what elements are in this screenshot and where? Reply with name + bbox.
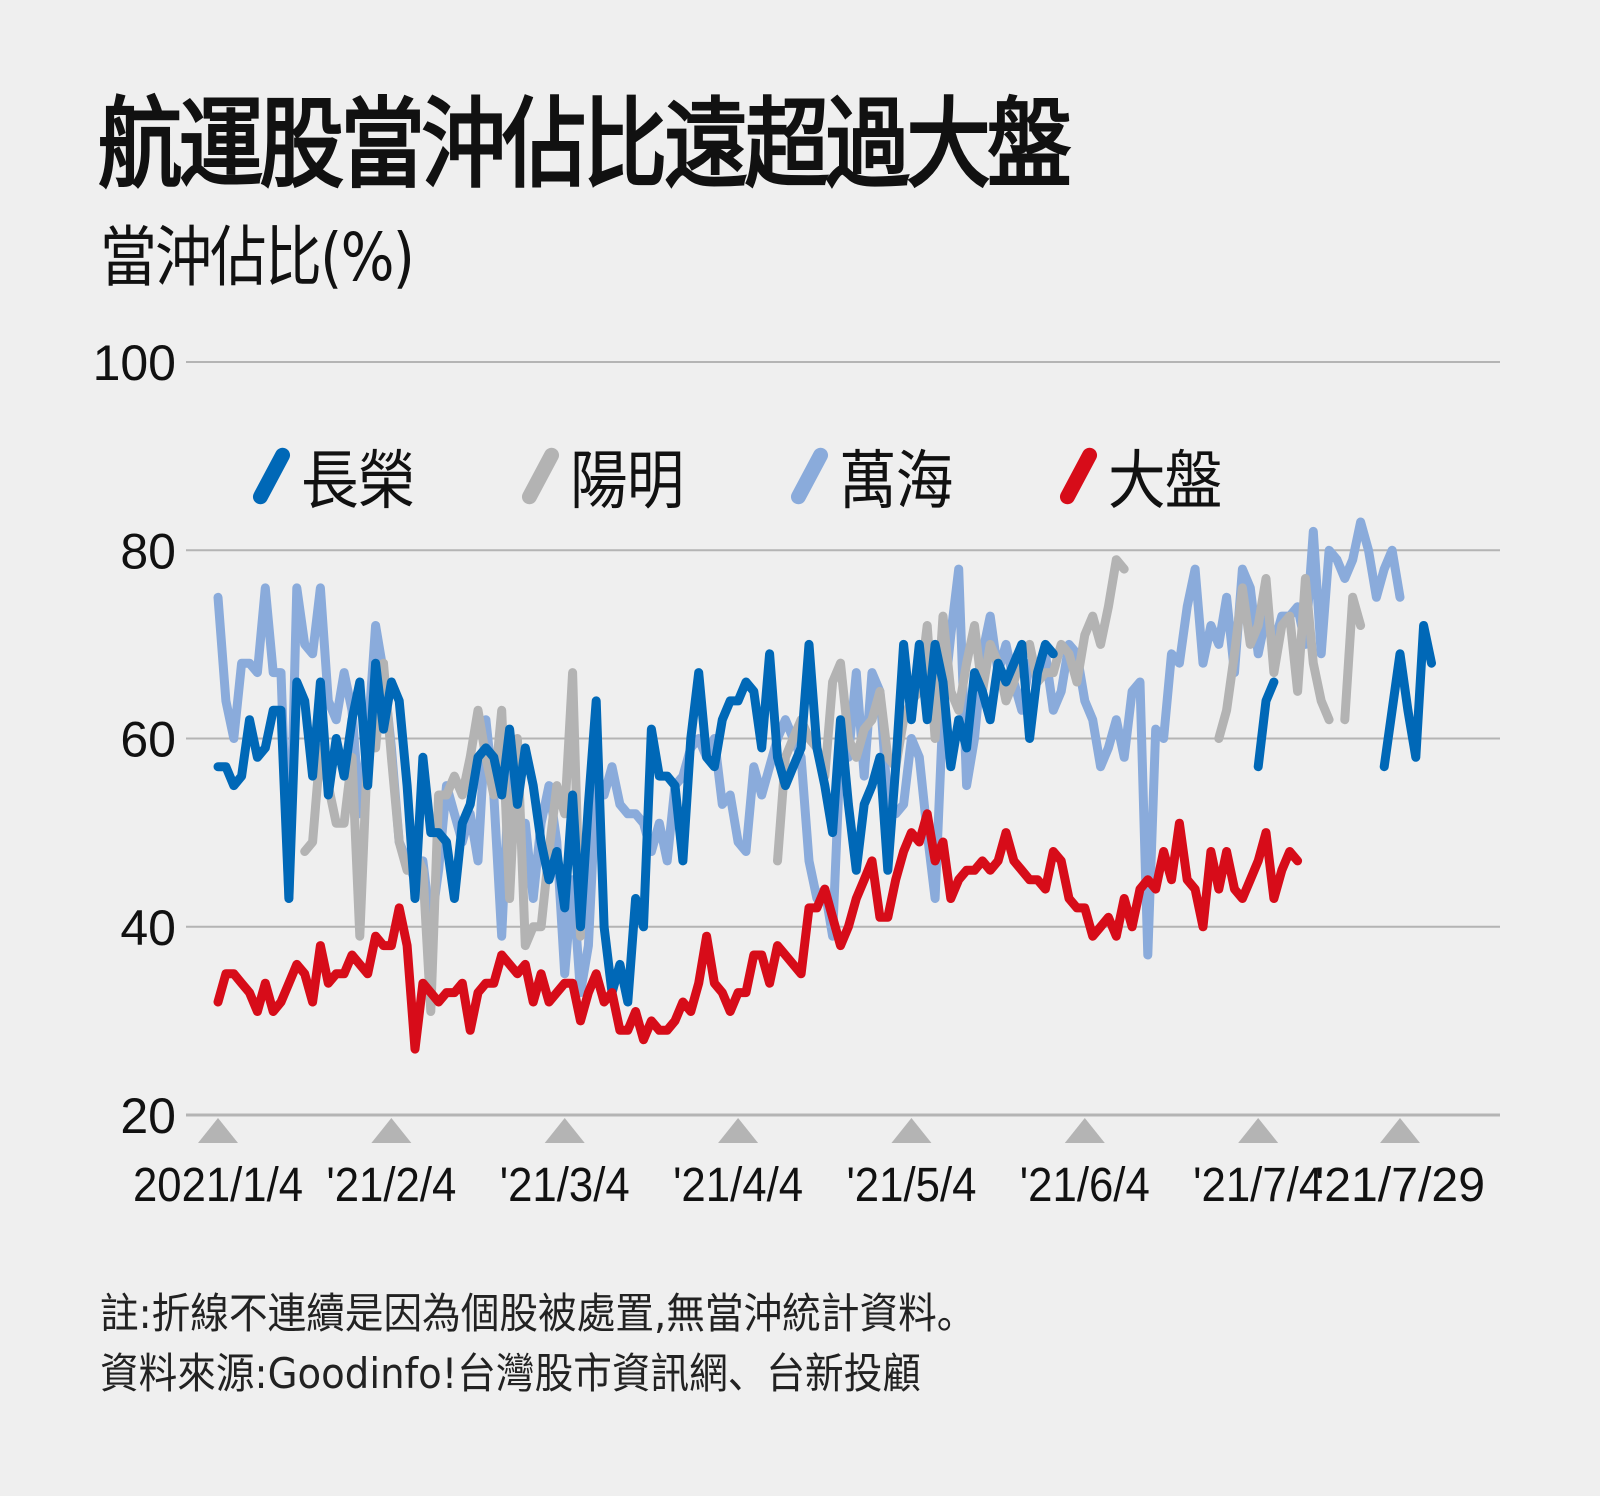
legend: 長榮 陽明 萬海 大盤 xyxy=(242,430,1318,522)
legend-swatch-icon xyxy=(788,445,831,507)
x-tick-marker-icon xyxy=(198,1118,238,1143)
line-chart: 20 40 60 80 100 2021/1/4 '21/2/4 '21/3/4 '21/4/… xyxy=(93,335,1500,1212)
legend-item-taiex: 大盤 xyxy=(1049,430,1234,522)
y-axis: 20 40 60 80 100 xyxy=(93,335,176,1144)
x-tick-label: 2021/1/4 xyxy=(133,1159,303,1212)
footnote: 註:折線不連續是因為個股被處置,無當沖統計資料。 xyxy=(100,1289,976,1338)
x-tick-marker-icon xyxy=(544,1118,585,1143)
x-tick-marker-icon xyxy=(891,1118,932,1143)
legend-item-yangming: 陽明 xyxy=(511,430,696,522)
x-tick-marker-icon xyxy=(1064,1118,1105,1143)
x-tick-marker-icon xyxy=(718,1118,759,1143)
y-tick-label: 40 xyxy=(120,900,176,956)
x-tick-marker-icon xyxy=(1380,1118,1420,1143)
legend-label: 大盤 xyxy=(1108,445,1222,519)
x-tick-label: '21/3/4 xyxy=(500,1159,630,1212)
y-tick-label: 100 xyxy=(93,335,176,391)
y-tick-label: 20 xyxy=(120,1088,176,1144)
x-tick-marker-icon xyxy=(371,1118,412,1143)
series-line-大盤 xyxy=(213,809,1303,1054)
legend-swatch-icon xyxy=(250,445,293,507)
legend-swatch-icon xyxy=(1057,445,1100,507)
y-tick-label: 80 xyxy=(120,523,176,579)
x-tick-label: '21/4/4 xyxy=(673,1159,803,1212)
x-tick-label: '21/2/4 xyxy=(326,1159,456,1212)
x-tick-label: '21/7/4 xyxy=(1193,1159,1323,1212)
x-axis: 2021/1/4 '21/2/4 '21/3/4 '21/4/4 '21/5/4 '21/… xyxy=(133,1118,1485,1212)
x-tick-label: '21/5/4 xyxy=(846,1159,976,1212)
source-note: 資料來源:Goodinfo!台灣股市資訊網、台新投顧 xyxy=(100,1349,921,1398)
chart-subtitle: 當沖佔比(%) xyxy=(100,219,415,296)
x-tick-label: '21/7/29 xyxy=(1315,1159,1485,1212)
x-tick-marker-icon xyxy=(1238,1118,1279,1143)
series-line-陽明 xyxy=(300,555,1366,1016)
legend-item-wanhai: 萬海 xyxy=(780,430,965,522)
legend-item-evergreen: 長榮 xyxy=(242,430,427,522)
y-tick-label: 60 xyxy=(120,712,176,768)
series-lines xyxy=(213,517,1436,1054)
legend-label: 長榮 xyxy=(301,445,415,519)
chart-title: 航運股當沖佔比遠超過大盤 xyxy=(98,88,1072,202)
x-tick-label: '21/6/4 xyxy=(1020,1159,1150,1212)
legend-label: 萬海 xyxy=(839,445,953,519)
series-line-長榮 xyxy=(213,621,1436,1007)
legend-swatch-icon xyxy=(519,445,562,507)
legend-label: 陽明 xyxy=(570,445,684,519)
